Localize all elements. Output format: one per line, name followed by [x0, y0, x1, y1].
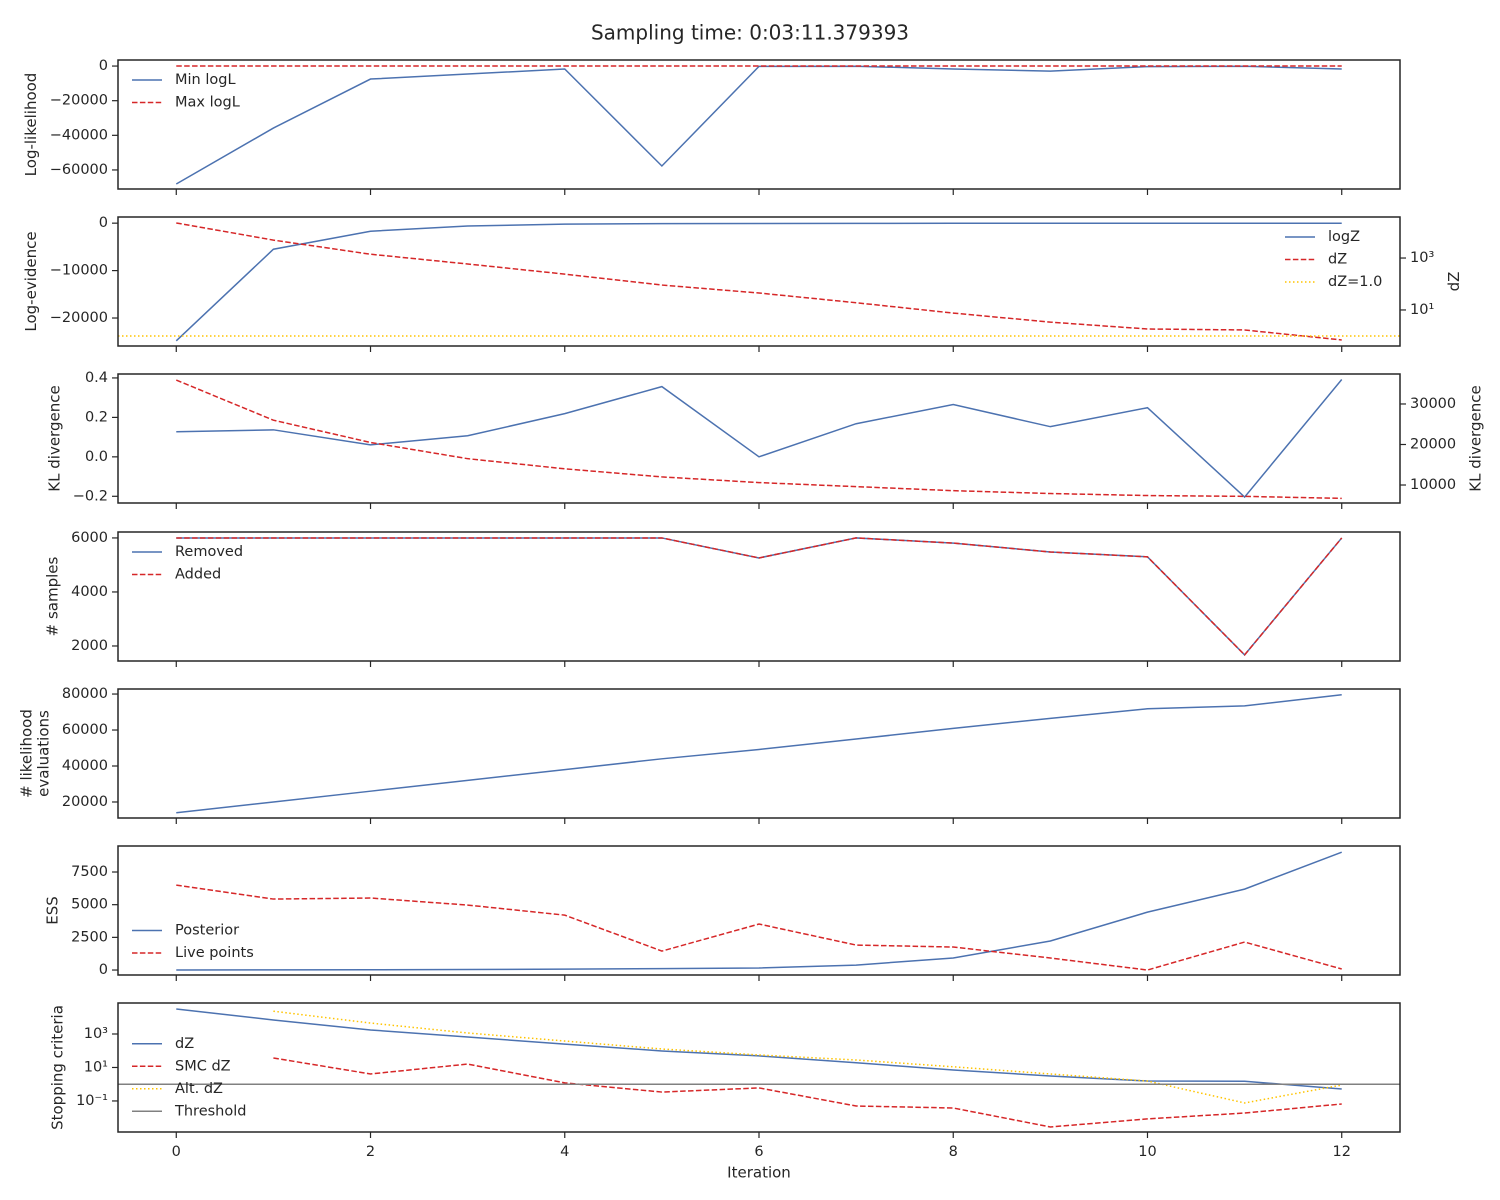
legend-label: Added: [175, 567, 221, 583]
y-axis-label: Log-evidence: [22, 231, 40, 331]
legend-label: Posterior: [175, 923, 239, 939]
plot-frame: [117, 373, 1401, 504]
legend-label: SMC dZ: [175, 1058, 231, 1074]
y-tick-label: 0.0: [85, 449, 108, 465]
y-tick-label: 0.4: [85, 370, 108, 386]
y-tick-label: 7500: [71, 864, 108, 880]
y-axis-label: evaluations: [34, 710, 52, 797]
series-line: [176, 222, 1342, 341]
series-line: [176, 884, 1342, 971]
series-line: [175, 379, 1342, 500]
legend-label: logZ: [1328, 229, 1360, 245]
legend-label: Max logL: [175, 95, 240, 111]
series-line: [176, 379, 1343, 499]
y-tick-label: −20000: [50, 310, 108, 326]
y-tick-label: 6000: [71, 530, 108, 546]
y2-axis-label: KL divergence: [1467, 385, 1485, 491]
legend: Removed Added: [132, 544, 243, 583]
x-tick-label: 0: [172, 1144, 181, 1160]
y-tick-label: 2000: [71, 638, 108, 654]
x-tick-label: 2: [366, 1144, 375, 1160]
y-axis-label: Log-likelihood: [22, 73, 40, 177]
plot-frame: [117, 531, 1401, 662]
plot-frame: [117, 688, 1401, 819]
y-tick-label: 80000: [62, 686, 108, 702]
series-line: [176, 851, 1342, 971]
y-tick-label: −20000: [50, 93, 108, 109]
y-tick-label: 0: [99, 58, 108, 74]
y-tick-label: −10000: [50, 263, 108, 279]
y2-tick-label: 10000: [1410, 477, 1456, 493]
y-tick-label: 0: [99, 215, 108, 231]
y-tick-label: 10¹: [84, 1059, 108, 1075]
x-tick-label: 10: [1138, 1144, 1156, 1160]
y-tick-label: −0.2: [73, 488, 108, 504]
y-tick-label: 20000: [62, 794, 108, 810]
x-tick-label: 4: [560, 1144, 569, 1160]
legend-label: Removed: [175, 544, 243, 560]
series-line: [273, 1057, 1342, 1128]
y-tick-label: 60000: [62, 722, 108, 738]
x-tick-label: 12: [1333, 1144, 1351, 1160]
figure-title: Sampling time: 0:03:11.379393: [591, 21, 909, 45]
y-axis-label: # likelihood: [17, 709, 35, 798]
legend-label: Alt. dZ: [175, 1081, 223, 1097]
y-tick-label: 10³: [84, 1026, 108, 1042]
y-axis-label: Stopping criteria: [49, 1005, 67, 1130]
y-tick-label: 4000: [71, 584, 108, 600]
y-axis-label: ESS: [44, 896, 62, 925]
legend-label: Live points: [175, 945, 254, 961]
y2-tick-label: 30000: [1410, 396, 1456, 412]
x-tick-label: 6: [754, 1144, 763, 1160]
y-tick-label: 0.2: [85, 409, 108, 425]
legend-label: dZ: [175, 1036, 194, 1052]
legend: Posterior Live points: [132, 923, 254, 961]
series-line: [175, 222, 1342, 342]
legend-label: Min logL: [175, 72, 236, 88]
plot-frame: [117, 1002, 1401, 1133]
legend: dZ SMC dZ Alt. dZ Threshold: [132, 1036, 246, 1119]
y-tick-label: 0: [99, 962, 108, 978]
y-axis-label: # samples: [44, 556, 62, 636]
y-tick-label: 5000: [71, 897, 108, 913]
plot-frame: [117, 216, 1401, 347]
y2-tick-label: 20000: [1410, 436, 1456, 452]
y-tick-label: 10⁻¹: [76, 1093, 108, 1109]
legend-label: dZ=1.0: [1328, 274, 1382, 290]
x-axis-label: Iteration: [727, 1164, 791, 1182]
legend-label: dZ: [1328, 252, 1347, 268]
y-tick-label: 40000: [62, 758, 108, 774]
y2-tick-label: 10¹: [1410, 302, 1434, 318]
y-tick-label: −60000: [50, 162, 108, 178]
legend: Min logL Max logL: [132, 72, 240, 111]
y2-tick-label: 10³: [1410, 250, 1434, 266]
y-tick-label: 2500: [71, 929, 108, 945]
series-line: [273, 1010, 1342, 1104]
y2-axis-label: dZ: [1445, 272, 1463, 292]
y-axis-label: KL divergence: [45, 385, 63, 491]
plot-frame: [117, 845, 1401, 976]
series-line: [176, 694, 1342, 814]
plot-frame: [117, 59, 1401, 190]
series-line: [176, 537, 1343, 657]
series-line: [175, 65, 1342, 185]
legend-label: Threshold: [174, 1103, 246, 1119]
legend: logZ dZ dZ=1.0: [1285, 229, 1382, 290]
x-tick-label: 8: [949, 1144, 958, 1160]
y-tick-label: −40000: [50, 127, 108, 143]
